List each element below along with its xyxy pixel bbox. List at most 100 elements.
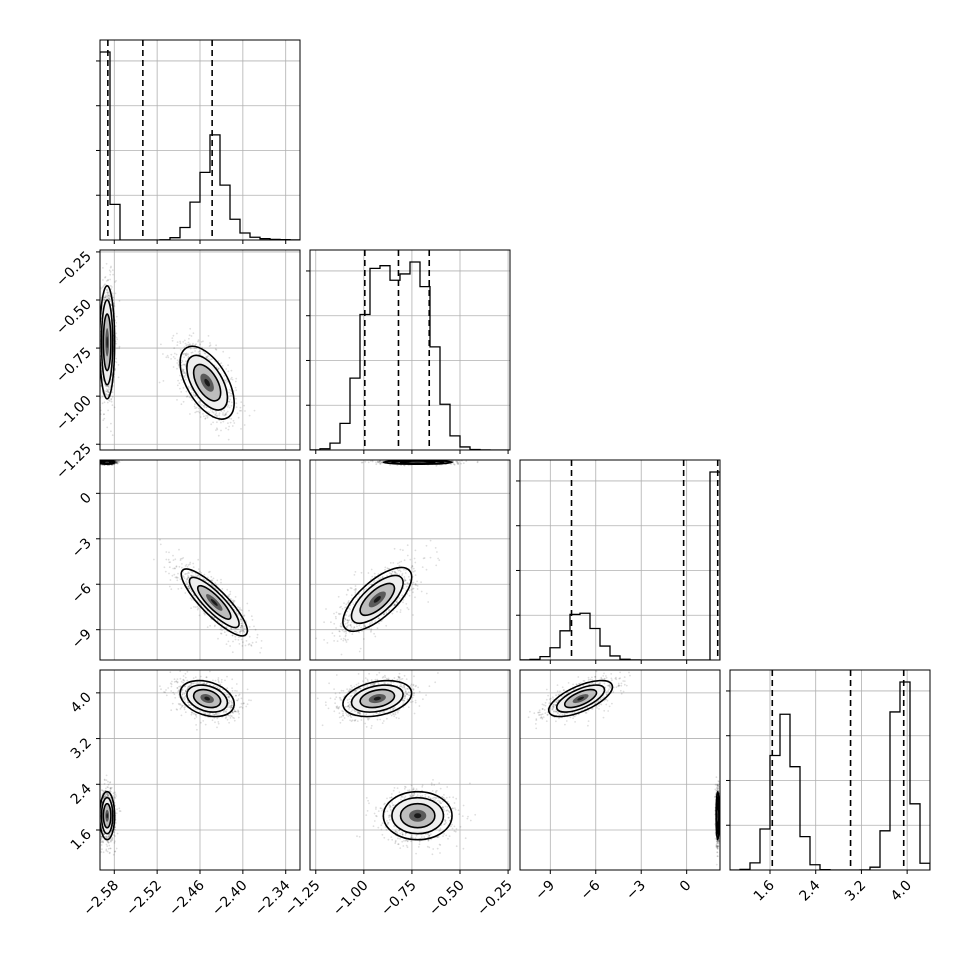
sample-point (195, 714, 197, 716)
sample-point (106, 289, 109, 292)
sample-point (110, 797, 112, 800)
sample-point (195, 343, 197, 346)
sample-point (103, 413, 105, 415)
sample-point (223, 414, 226, 417)
sample-point (204, 723, 207, 726)
sample-point (174, 558, 177, 561)
sample-point (192, 332, 195, 335)
sample-point (183, 346, 186, 348)
sample-point (195, 575, 198, 578)
sample-point (115, 461, 118, 464)
sample-point (106, 792, 109, 795)
sample-point (218, 412, 221, 415)
sample-point (204, 418, 207, 420)
sample-point (187, 686, 190, 689)
sample-point (190, 598, 193, 601)
sample-point (107, 389, 109, 391)
sample-point (207, 335, 210, 337)
sample-point (115, 460, 118, 463)
sample-point (103, 401, 106, 404)
sample-point (235, 397, 237, 400)
sample-point (182, 557, 185, 559)
sample-point (111, 404, 114, 407)
sample-point (182, 571, 185, 573)
sample-point (235, 377, 238, 380)
sample-point (118, 810, 121, 812)
sample-point (168, 561, 171, 564)
sample-point (238, 630, 241, 633)
sample-point (183, 363, 186, 366)
sample-point (238, 643, 241, 645)
sample-point (209, 570, 211, 573)
sample-point (105, 390, 108, 393)
sample-point (108, 269, 111, 272)
sample-point (104, 294, 107, 297)
sample-point (188, 572, 190, 575)
sample-point (115, 461, 117, 464)
sample-point (237, 416, 240, 419)
histogram-panel-2 (516, 459, 721, 664)
sample-point (213, 616, 216, 619)
sample-point (183, 679, 186, 682)
sample-point (108, 835, 110, 837)
sample-point (100, 851, 103, 853)
sample-point (197, 558, 200, 561)
sample-point (182, 675, 185, 677)
sample-point (108, 835, 110, 838)
sample-point (184, 685, 187, 687)
sample-point (100, 835, 103, 838)
sample-point (197, 410, 200, 413)
sample-point (113, 305, 116, 307)
sample-point (215, 429, 217, 431)
sample-point (102, 413, 105, 416)
sample-point (109, 271, 112, 273)
sample-point (223, 631, 226, 634)
sample-point (111, 269, 114, 271)
sample-point (100, 840, 103, 843)
sample-point (242, 702, 245, 705)
sample-point (187, 564, 190, 566)
sample-point (103, 779, 106, 781)
sample-point (101, 848, 103, 850)
sample-point (118, 347, 120, 350)
sample-point (197, 339, 200, 342)
sample-point (211, 358, 213, 360)
sample-point (199, 416, 202, 418)
sample-point (112, 296, 115, 299)
sample-point (240, 638, 243, 641)
sample-point (229, 593, 232, 595)
sample-point (105, 787, 107, 790)
sample-point (115, 357, 118, 360)
sample-point (103, 795, 106, 798)
sample-point (109, 295, 112, 298)
sample-point (115, 462, 118, 464)
sample-point (104, 794, 107, 797)
sample-point (107, 393, 110, 396)
sample-point (220, 421, 222, 424)
sample-point (187, 355, 190, 358)
sample-point (182, 341, 185, 343)
sample-point (107, 294, 110, 297)
sample-point (160, 343, 162, 346)
sample-point (163, 566, 166, 569)
sample-point (176, 709, 179, 711)
sample-point (193, 682, 195, 685)
sample-point (108, 852, 111, 855)
sample-point (192, 682, 194, 685)
sample-point (115, 461, 118, 464)
sample-point (107, 279, 109, 282)
sample-point (239, 608, 242, 611)
sample-point (179, 670, 182, 673)
sample-point (107, 298, 110, 300)
sample-point (216, 421, 218, 424)
sample-point (173, 352, 176, 355)
sample-point (196, 574, 199, 577)
sample-point (109, 790, 112, 793)
sample-point (181, 368, 184, 371)
sample-point (111, 434, 114, 437)
sample-point (176, 332, 178, 335)
sample-point (223, 409, 226, 412)
sample-point (179, 342, 182, 345)
sample-point (104, 835, 107, 838)
sample-point (116, 347, 118, 350)
